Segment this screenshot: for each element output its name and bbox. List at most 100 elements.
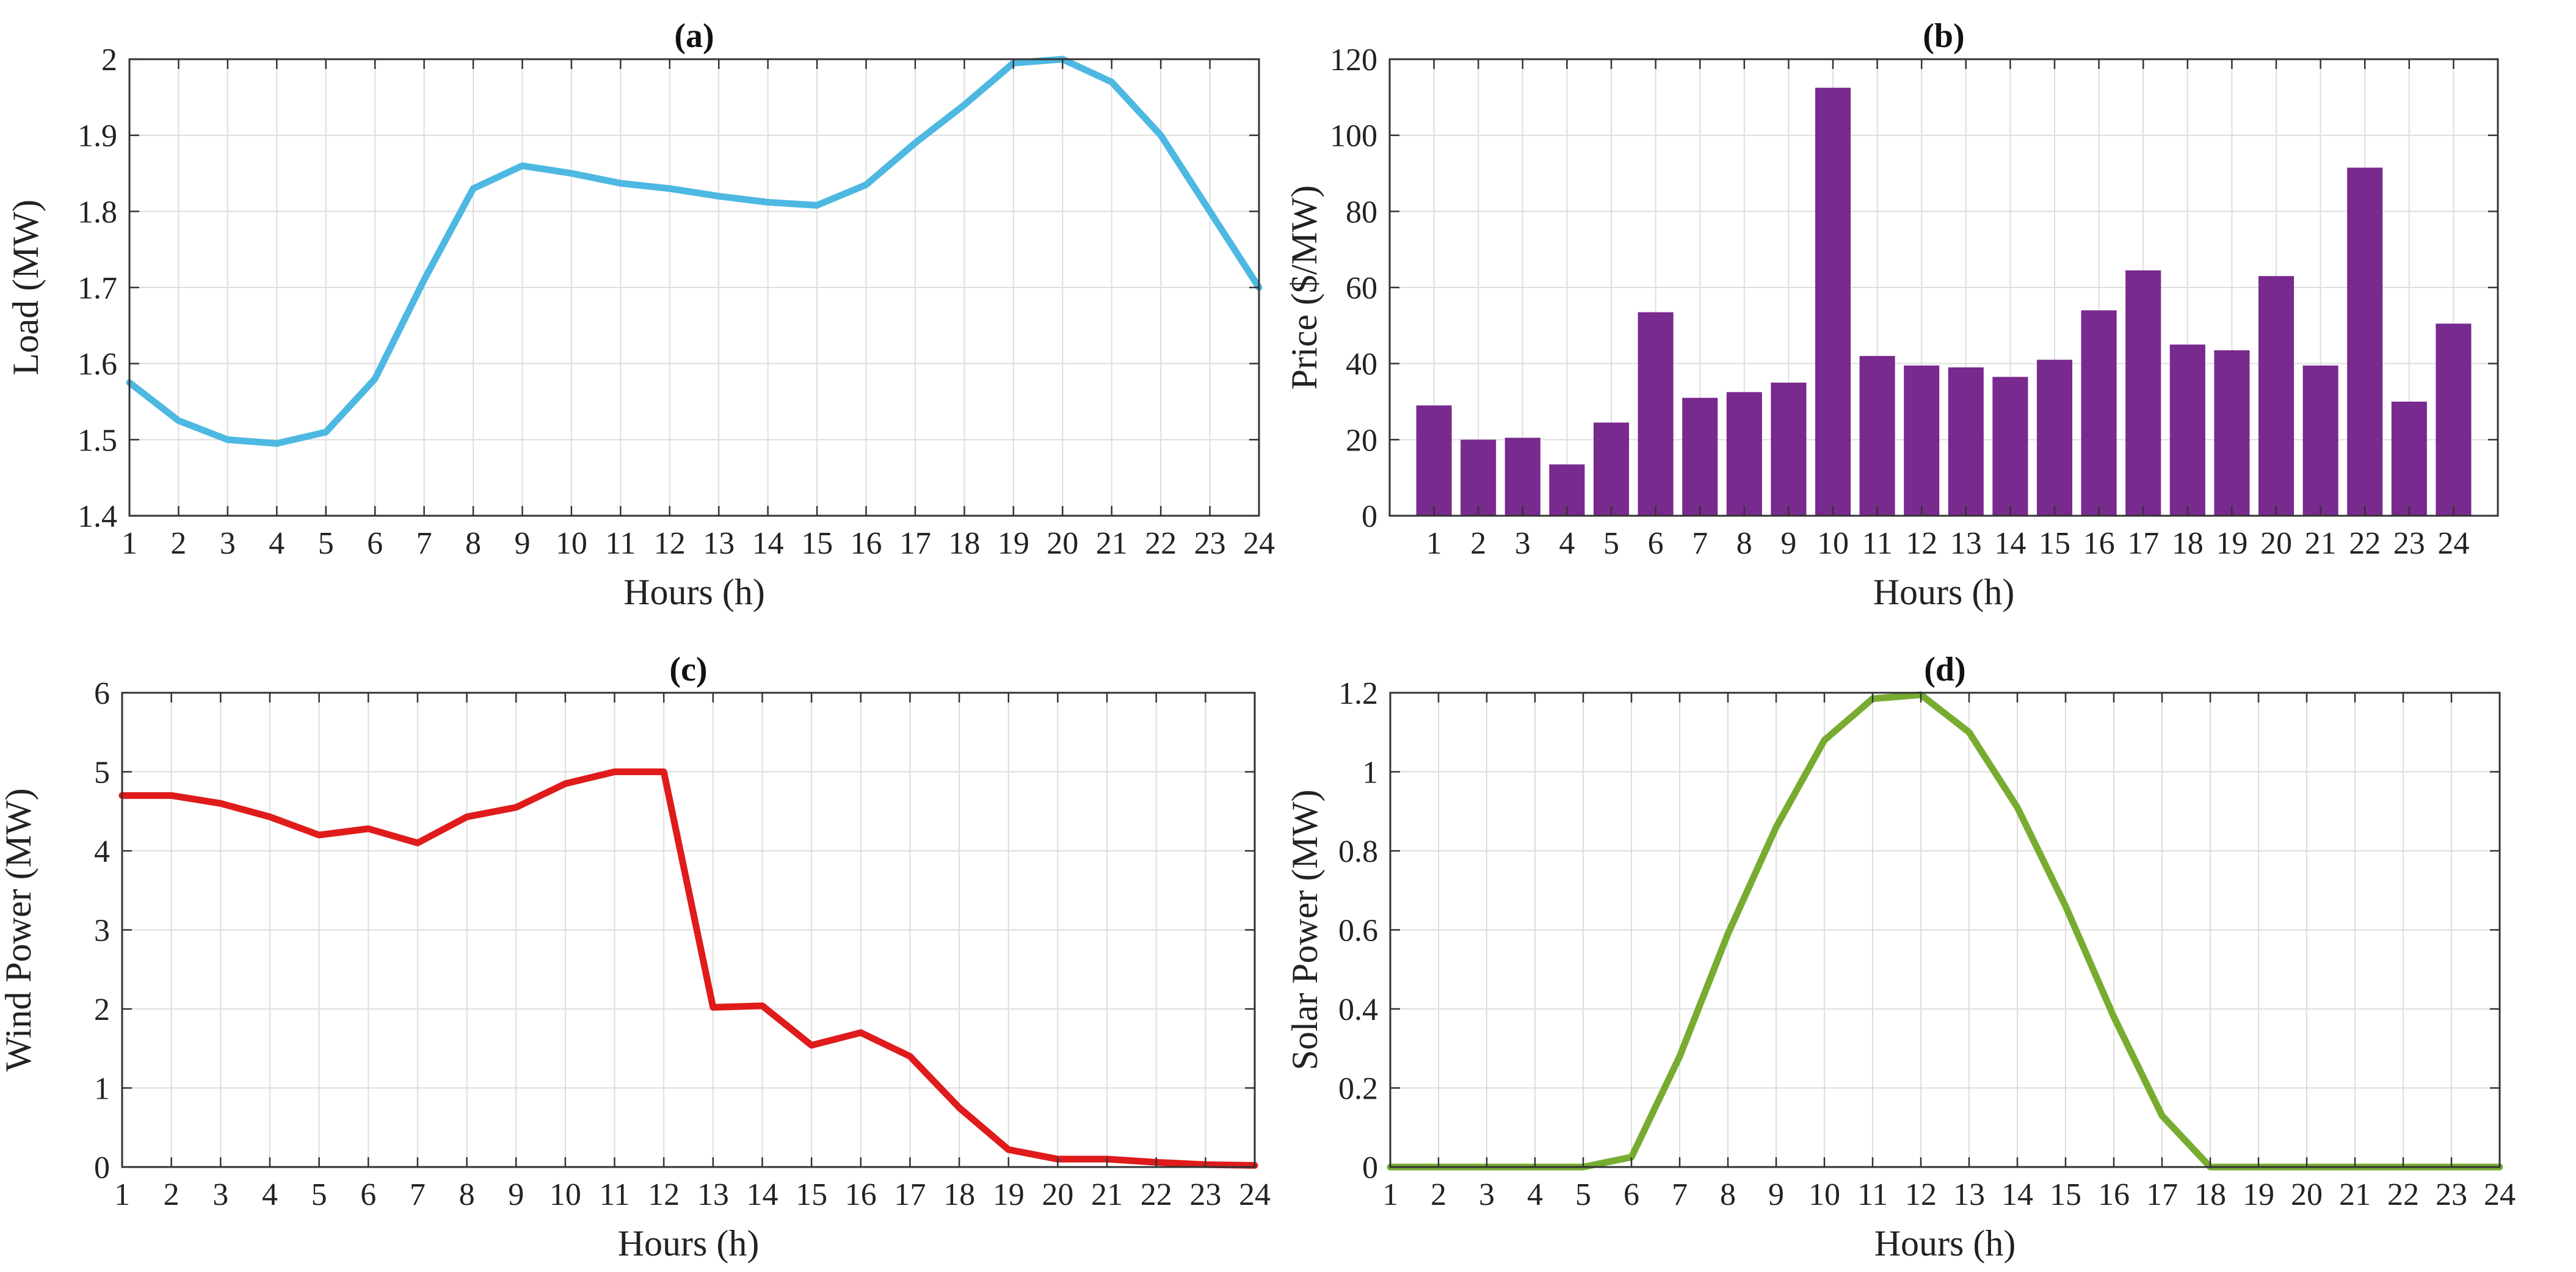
x-tick-label: 1 — [1382, 1177, 1398, 1212]
x-tick-label: 18 — [2194, 1177, 2226, 1212]
x-tick-label: 16 — [2083, 526, 2115, 561]
bar-1 — [1416, 405, 1452, 516]
x-axis-label: Hours (h) — [623, 572, 765, 612]
x-tick-label: 16 — [845, 1177, 877, 1212]
y-tick-label: 0 — [1362, 499, 1377, 534]
bar-23 — [2391, 402, 2427, 516]
chart-panel-b: 1 2 3 4 5 6 7 8 9 10 11 12 13 14 15 16 17 18 19 20 21 22 23 24 0… — [1288, 0, 2576, 635]
y-tick-label: 120 — [1330, 43, 1377, 78]
x-tick-label: 24 — [1243, 526, 1275, 561]
x-tick-label: 24 — [2437, 526, 2469, 561]
y-axis-label: Solar Power (MW) — [1288, 790, 1325, 1071]
y-axis-label: Load (MW) — [5, 200, 46, 375]
x-tick-label: 9 — [514, 526, 530, 561]
x-axis-label: Hours (h) — [1873, 572, 2015, 612]
x-tick-label: 22 — [1141, 1177, 1172, 1212]
x-tick-label: 3 — [1515, 526, 1531, 561]
x-tick-label: 21 — [1091, 1177, 1123, 1212]
x-tick-label: 11 — [1862, 526, 1893, 561]
x-tick-label: 21 — [1096, 526, 1128, 561]
x-tick-label: 22 — [1145, 526, 1177, 561]
x-tick-label: 3 — [212, 1177, 228, 1212]
y-tick-label: 1.6 — [78, 347, 117, 382]
x-tick-label: 11 — [599, 1177, 629, 1212]
bar-5 — [1593, 422, 1630, 516]
x-tick-label: 20 — [2260, 526, 2292, 561]
chart-d-svg: 1 2 3 4 5 6 7 8 9 10 11 12 13 14 15 16 17 18 19 20 21 22 23 240… — [1288, 651, 2516, 1263]
x-tick-label: 21 — [2339, 1177, 2371, 1212]
x-tick-label: 24 — [2484, 1177, 2516, 1212]
x-tick-label: 1 — [114, 1177, 130, 1212]
bar-11 — [1859, 356, 1895, 516]
y-tick-label: 0.4 — [1338, 992, 1378, 1027]
y-tick-label: 0 — [1362, 1151, 1378, 1185]
chart-title: (d) — [1924, 651, 1965, 688]
y-tick-label: 0.2 — [1338, 1072, 1378, 1107]
x-tick-label: 5 — [318, 526, 334, 561]
x-tick-label: 23 — [2436, 1177, 2467, 1212]
y-tick-label: 2 — [94, 992, 110, 1027]
x-tick-label: 9 — [1768, 1177, 1784, 1212]
x-tick-label: 8 — [1720, 1177, 1736, 1212]
x-tick-label: 20 — [2291, 1177, 2323, 1212]
x-tick-label: 22 — [2387, 1177, 2419, 1212]
y-tick-label: 1.7 — [78, 271, 117, 306]
y-axis-label: Wind Power (MW) — [0, 788, 38, 1071]
x-tick-label: 10 — [556, 526, 587, 561]
bar-14 — [1992, 377, 2028, 516]
y-tick-label: 1.2 — [1338, 676, 1378, 711]
bar-15 — [2036, 360, 2073, 516]
x-tick-label: 5 — [1603, 526, 1619, 561]
x-tick-label: 20 — [1047, 526, 1078, 561]
x-tick-label: 1 — [1426, 526, 1442, 561]
y-tick-label: 5 — [94, 756, 110, 790]
grid — [129, 59, 1260, 516]
bar-8 — [1726, 392, 1762, 516]
y-tick-label: 2 — [101, 43, 117, 78]
y-tick-label: 1 — [1362, 756, 1378, 790]
x-tick-label: 14 — [1994, 526, 2026, 561]
bar-13 — [1948, 367, 1984, 516]
y-tick-label: 1.8 — [78, 195, 117, 229]
x-tick-label: 17 — [899, 526, 931, 561]
x-tick-label: 5 — [1575, 1177, 1591, 1212]
x-tick-label: 16 — [2098, 1177, 2130, 1212]
chart-title: (c) — [669, 651, 707, 688]
x-tick-label: 18 — [948, 526, 980, 561]
y-tick-label: 100 — [1330, 119, 1377, 154]
y-tick-label: 1 — [94, 1072, 110, 1107]
x-tick-label: 16 — [851, 526, 882, 561]
x-tick-label: 11 — [605, 526, 636, 561]
x-tick-label: 17 — [894, 1177, 926, 1212]
grid — [1390, 692, 2500, 1168]
x-tick-label: 9 — [1780, 526, 1796, 561]
y-tick-label: 0 — [94, 1151, 110, 1185]
x-tick-label: 23 — [1189, 1177, 1221, 1212]
x-tick-label: 4 — [262, 1177, 278, 1212]
x-tick-label: 15 — [2050, 1177, 2081, 1212]
x-tick-label: 13 — [1953, 1177, 1985, 1212]
x-axis-label: Hours (h) — [1874, 1223, 2016, 1263]
x-tick-label: 24 — [1239, 1177, 1271, 1212]
x-tick-label: 23 — [1194, 526, 1226, 561]
chart-b-svg: 1 2 3 4 5 6 7 8 9 10 11 12 13 14 15 16 17 18 19 20 21 22 23 240… — [1288, 17, 2499, 612]
x-tick-label: 6 — [1648, 526, 1664, 561]
bar-18 — [2169, 344, 2205, 516]
bar-3 — [1504, 438, 1540, 516]
bar-20 — [2258, 276, 2295, 516]
x-tick-label: 8 — [465, 526, 481, 561]
y-tick-label: 1.4 — [78, 499, 117, 534]
x-axis-label: Hours (h) — [618, 1223, 760, 1263]
x-tick-label: 8 — [1736, 526, 1752, 561]
bar-9 — [1771, 382, 1807, 516]
x-tick-label: 5 — [311, 1177, 327, 1212]
grid — [122, 692, 1255, 1168]
y-tick-label: 3 — [94, 914, 110, 949]
x-tick-label: 13 — [703, 526, 735, 561]
x-tick-label: 12 — [1906, 526, 1937, 561]
x-tick-label: 3 — [220, 526, 236, 561]
chart-a-svg: 1 2 3 4 5 6 7 8 9 10 11 12 13 14 15 16 17 18 19 20 21 22 23 241… — [5, 17, 1275, 612]
bar-17 — [2125, 270, 2161, 516]
x-tick-label: 21 — [2305, 526, 2337, 561]
y-tick-label: 60 — [1346, 271, 1377, 306]
